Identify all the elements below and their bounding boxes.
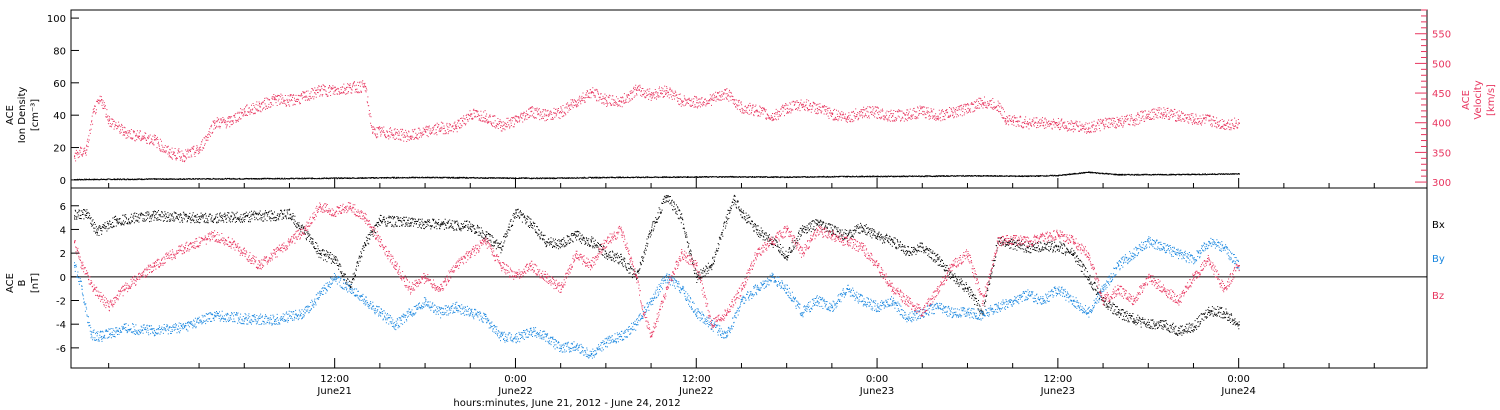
x-tick-date: June21 [316,386,352,397]
time-axis: 12:00June210:00June2212:00June220:00June… [108,178,1375,397]
bx-series [74,194,1240,336]
b-tick-label: -2 [56,297,66,308]
velocity-axis-title-line2: Velocity [1473,80,1484,119]
x-tick-time: 12:00 [320,374,349,385]
density-scatter-points [74,171,1240,181]
density-tick-label: 60 [53,79,66,90]
b-axis-title-line1: ACE [5,273,16,293]
legend-bx: Bx [1432,220,1445,231]
magnetic-field-panel: -6 -4 -2 0 2 4 6 ACE B [nT] Bx By Bz [5,187,1445,369]
by-scatter-points [74,236,1240,359]
b-tick-label: -6 [56,344,66,355]
x-tick-time: 12:00 [1043,374,1072,385]
velocity-axis-unit: [km/s] [1486,84,1497,116]
x-axis-title: hours:minutes, June 21, 2012 - June 24, … [453,398,680,409]
legend-bz: Bz [1432,291,1444,302]
velocity-axis: 300 350 400 450 500 550 [1415,9,1451,189]
b-axis-unit: [nT] [30,273,41,293]
density-axis-unit: [cm⁻³] [30,99,41,131]
velocity-tick-label: 350 [1432,148,1451,159]
density-tick-label: 80 [53,46,66,57]
density-velocity-series [74,80,1240,181]
x-tick-date: June23 [1040,386,1076,397]
velocity-tick-label: 500 [1432,59,1451,70]
b-axis-title-line2: B [17,279,28,286]
b-tick-label: 0 [60,273,66,284]
b-field-axis: -6 -4 -2 0 2 4 6 [56,202,79,355]
by-series [74,236,1240,359]
legend-by: By [1432,254,1445,265]
density-tick-label: 0 [60,176,66,187]
b-tick-label: -4 [56,320,66,331]
bottom-panel-frame [70,187,1428,369]
density-tick-label: 20 [53,144,66,155]
b-tick-label: 6 [60,202,66,213]
velocity-scatter-points [74,80,1240,163]
density-series [74,171,1240,181]
b-tick-label: 4 [60,225,66,236]
x-tick-date: June23 [859,386,895,397]
density-axis-title-line1: ACE [5,105,16,125]
velocity-tick-label: 400 [1432,119,1451,130]
velocity-tick-label: 450 [1432,89,1451,100]
x-tick-date: June22 [678,386,714,397]
velocity-series [74,80,1240,163]
b-field-series [74,194,1240,359]
x-tick-date: June24 [1220,386,1256,397]
density-tick-label: 40 [53,111,66,122]
b-tick-label: 2 [60,249,66,260]
x-tick-time: 12:00 [682,374,711,385]
x-tick-time: 0:00 [504,374,526,385]
x-tick-date: June22 [497,386,533,397]
x-tick-time: 0:00 [1227,374,1249,385]
density-axis: 0 20 40 60 80 100 [47,14,79,187]
velocity-tick-label: 550 [1432,30,1451,41]
bz-anchor-points [74,205,1240,338]
density-velocity-panel: 0 20 40 60 80 100 300 350 400 450 500 550 ACE Ion … [5,9,1497,189]
x-tick-time: 0:00 [866,374,888,385]
bx-scatter-points [74,194,1240,336]
bx-anchor-points [74,195,1240,332]
density-tick-label: 100 [47,14,66,25]
velocity-axis-title-line1: ACE [1461,90,1472,110]
velocity-tick-label: 300 [1432,178,1451,189]
density-axis-title-line2: Ion Density [17,87,28,144]
